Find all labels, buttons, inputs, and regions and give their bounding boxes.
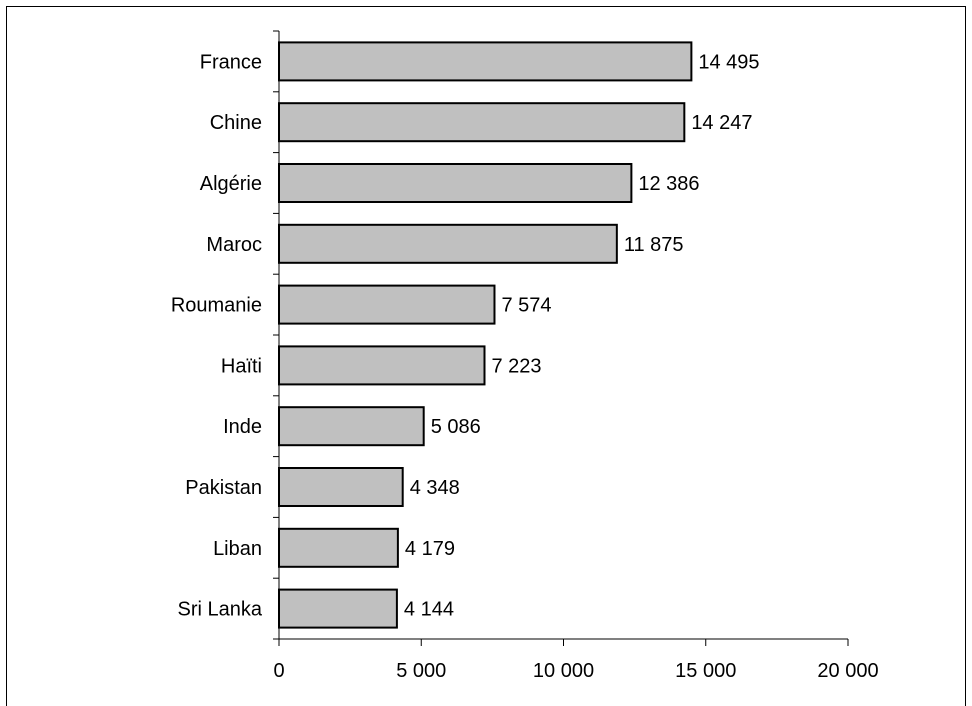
chart-axes: 0 5 000 10 000 15 000 20 000	[273, 30, 879, 682]
data-label: 5 086	[431, 416, 481, 438]
bar	[278, 527, 399, 568]
x-tick-label: 10 000	[533, 660, 594, 682]
data-label: 14 247	[691, 112, 752, 134]
data-label: 14 495	[698, 51, 759, 73]
data-label: 12 386	[638, 173, 699, 195]
category-label: Inde	[223, 416, 262, 438]
x-tick-label: 15 000	[675, 660, 736, 682]
x-tick-label: 5 000	[396, 660, 446, 682]
bar	[278, 345, 486, 386]
x-tick-label: 20 000	[817, 660, 878, 682]
category-label: Maroc	[206, 234, 262, 256]
category-label: Chine	[210, 112, 262, 134]
category-label: Haïti	[221, 355, 262, 377]
bar	[278, 284, 496, 325]
bar	[278, 406, 425, 447]
chart-labels: France 14 495 Chine 14 247 Algérie 12 386 Maro…	[171, 51, 760, 620]
bar	[278, 41, 693, 82]
data-label: 7 223	[491, 355, 541, 377]
data-label: 4 348	[410, 477, 460, 499]
category-label: France	[200, 51, 262, 73]
bar	[278, 223, 618, 264]
bar	[278, 163, 633, 203]
bar	[278, 102, 686, 143]
category-label: Algérie	[200, 173, 262, 195]
data-label: 11 875	[624, 234, 684, 256]
category-label: Pakistan	[185, 477, 262, 499]
category-label: Sri Lanka	[178, 599, 263, 621]
bar	[278, 467, 404, 507]
data-label: 4 179	[405, 538, 455, 560]
data-label: 4 144	[404, 599, 454, 621]
category-label: Liban	[213, 538, 262, 560]
data-label: 7 574	[501, 295, 551, 317]
bar	[278, 588, 398, 629]
x-tick-label: 0	[273, 660, 284, 682]
category-label: Roumanie	[171, 295, 262, 317]
chart-bars	[278, 41, 693, 629]
